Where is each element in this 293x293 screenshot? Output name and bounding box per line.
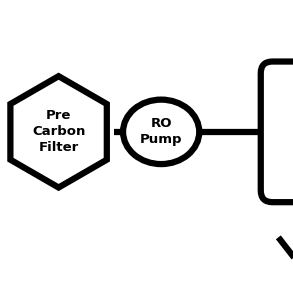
FancyBboxPatch shape	[261, 62, 293, 202]
Polygon shape	[10, 76, 107, 188]
Text: RO
Pump: RO Pump	[140, 117, 183, 146]
Ellipse shape	[123, 100, 199, 164]
Text: Pre
Carbon
Filter: Pre Carbon Filter	[32, 109, 85, 154]
